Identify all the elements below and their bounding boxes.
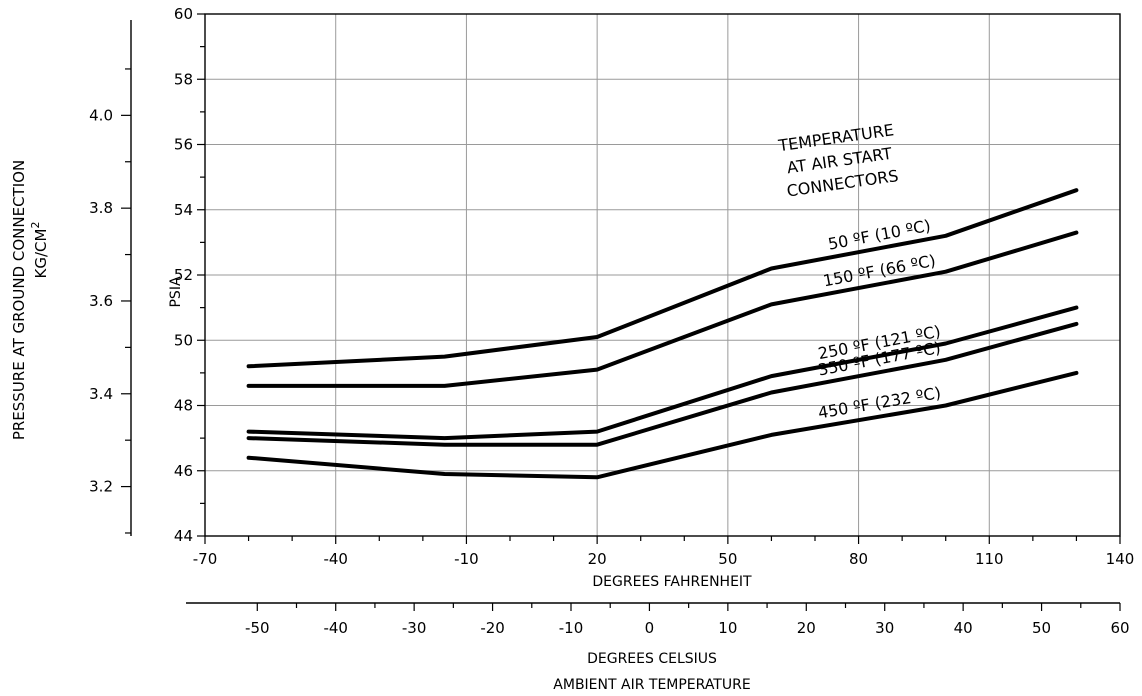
psia-tick-label: 54 — [174, 201, 193, 219]
celsius-axis-label: DEGREES CELSIUS — [587, 651, 717, 667]
psia-tick-label: 48 — [174, 397, 193, 415]
series-line — [246, 305, 1079, 441]
fahrenheit-tick-label: -70 — [193, 550, 218, 568]
fahrenheit-ticks: -70 -40 -10 20 50 80 110 140 — [193, 536, 1135, 568]
fahrenheit-axis-label: DEGREES FAHRENHEIT — [592, 574, 752, 590]
series-line — [246, 230, 1079, 388]
series-curves — [246, 188, 1079, 480]
celsius-tick-label: 20 — [797, 619, 816, 637]
psia-tick-label: 44 — [174, 527, 193, 545]
fahrenheit-tick-label: -40 — [323, 550, 348, 568]
celsius-tick-label: 50 — [1032, 619, 1051, 637]
celsius-tick-label: 10 — [718, 619, 737, 637]
celsius-tick-label: -40 — [323, 619, 348, 637]
kg-tick-label: 3.6 — [89, 292, 113, 310]
psia-tick-label: 46 — [174, 462, 193, 480]
celsius-axis: -50 -40 -30 -20 -10 0 10 20 30 40 50 60 — [186, 602, 1130, 637]
celsius-tick-label: 0 — [645, 619, 655, 637]
psia-tick-label: 52 — [174, 266, 193, 284]
psia-ticks: 44 46 48 50 52 54 56 58 60 — [174, 5, 205, 545]
fahrenheit-tick-label: 50 — [718, 550, 737, 568]
psia-tick-label: 50 — [174, 331, 193, 349]
fahrenheit-tick-label: 140 — [1106, 550, 1135, 568]
celsius-tick-label: -30 — [402, 619, 427, 637]
celsius-tick-label: -50 — [245, 619, 270, 637]
psia-tick-label: 60 — [174, 5, 193, 23]
psia-axis-label: PSIA — [168, 276, 184, 307]
pressure-axis-label: PRESSURE AT GROUND CONNECTION — [10, 160, 28, 440]
kg-cm2-axis: 3.2 3.4 3.6 3.8 4.0 — [89, 20, 132, 536]
kg-tick-label: 4.0 — [89, 106, 113, 124]
series-line — [246, 321, 1079, 447]
celsius-tick-label: 60 — [1110, 619, 1129, 637]
kg-tick-label: 3.8 — [89, 199, 113, 217]
series-line — [246, 370, 1079, 480]
celsius-tick-label: -10 — [559, 619, 584, 637]
kg-tick-label: 3.2 — [89, 478, 113, 496]
fahrenheit-tick-label: 20 — [588, 550, 607, 568]
fahrenheit-tick-label: 80 — [849, 550, 868, 568]
grid — [205, 14, 1120, 536]
fahrenheit-tick-label: -10 — [454, 550, 479, 568]
celsius-tick-label: 30 — [875, 619, 894, 637]
psia-tick-label: 56 — [174, 136, 193, 154]
fahrenheit-tick-label: 110 — [975, 550, 1004, 568]
legend-title: TEMPERATURE AT AIR START CONNECTORS — [776, 120, 899, 200]
ambient-axis-label: AMBIENT AIR TEMPERATURE — [553, 677, 750, 693]
psia-tick-label: 58 — [174, 70, 193, 88]
kg-axis-label: KG/CM2 — [29, 222, 50, 279]
series-line — [246, 188, 1079, 369]
celsius-tick-label: -20 — [480, 619, 505, 637]
kg-axis-superscript: 2 — [29, 222, 42, 229]
celsius-tick-label: 40 — [954, 619, 973, 637]
kg-tick-label: 3.4 — [89, 385, 113, 403]
